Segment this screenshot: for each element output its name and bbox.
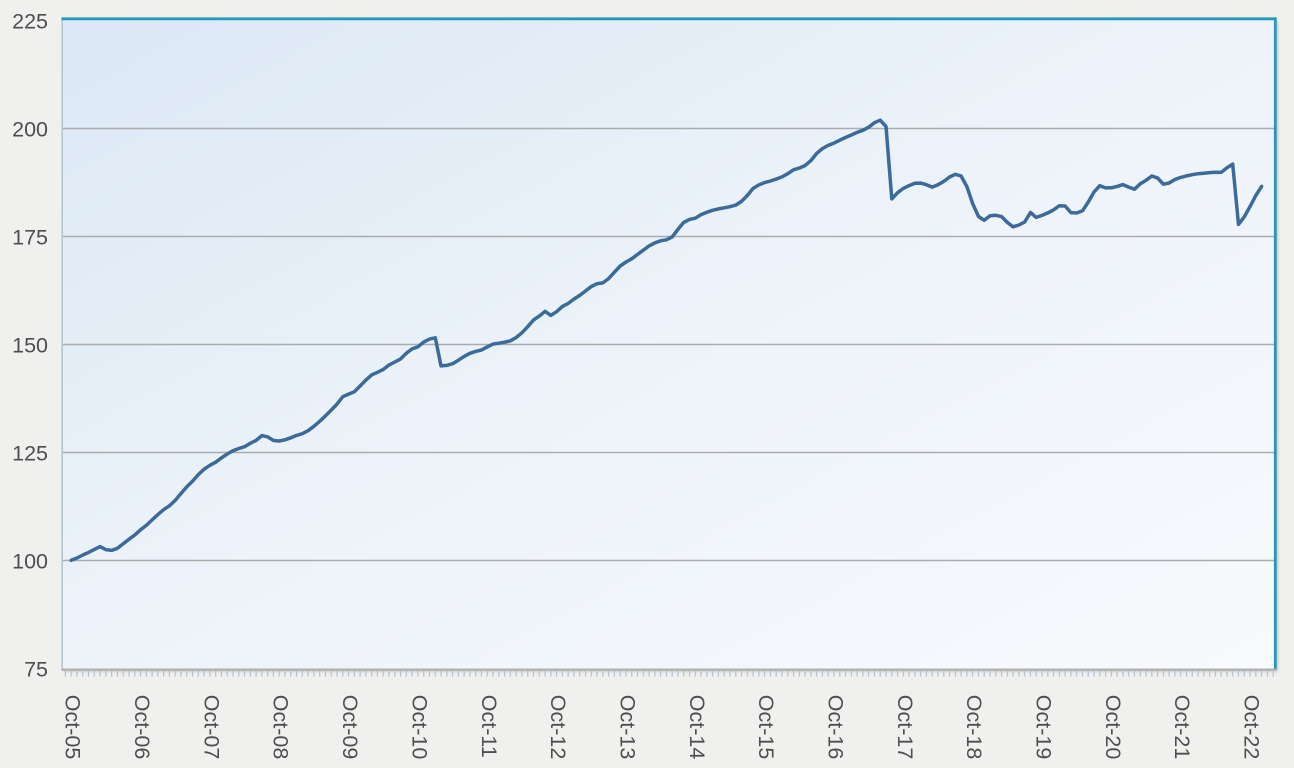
svg-text:Oct-07: Oct-07 xyxy=(199,695,223,760)
svg-text:175: 175 xyxy=(12,226,48,250)
svg-text:Oct-16: Oct-16 xyxy=(824,695,848,760)
svg-text:Oct-11: Oct-11 xyxy=(477,695,501,758)
svg-text:Oct-22: Oct-22 xyxy=(1240,695,1264,760)
svg-text:100: 100 xyxy=(12,550,48,574)
svg-text:Oct-15: Oct-15 xyxy=(754,695,778,760)
svg-text:Oct-19: Oct-19 xyxy=(1032,695,1056,760)
svg-text:125: 125 xyxy=(12,442,48,466)
svg-text:Oct-13: Oct-13 xyxy=(616,695,640,760)
svg-text:75: 75 xyxy=(24,658,48,682)
svg-text:Oct-14: Oct-14 xyxy=(685,695,709,760)
svg-text:200: 200 xyxy=(12,118,48,142)
svg-text:Oct-08: Oct-08 xyxy=(269,695,293,760)
svg-text:Oct-20: Oct-20 xyxy=(1101,695,1125,760)
svg-text:Oct-21: Oct-21 xyxy=(1170,695,1194,760)
svg-text:Oct-09: Oct-09 xyxy=(338,695,362,760)
svg-text:Oct-17: Oct-17 xyxy=(893,695,917,760)
svg-text:Oct-05: Oct-05 xyxy=(61,695,85,760)
svg-text:Oct-06: Oct-06 xyxy=(130,695,154,760)
svg-text:150: 150 xyxy=(12,334,48,358)
svg-text:Oct-10: Oct-10 xyxy=(407,695,431,760)
svg-text:Oct-18: Oct-18 xyxy=(962,695,986,760)
svg-text:225: 225 xyxy=(12,10,48,34)
svg-text:Oct-12: Oct-12 xyxy=(546,695,570,760)
